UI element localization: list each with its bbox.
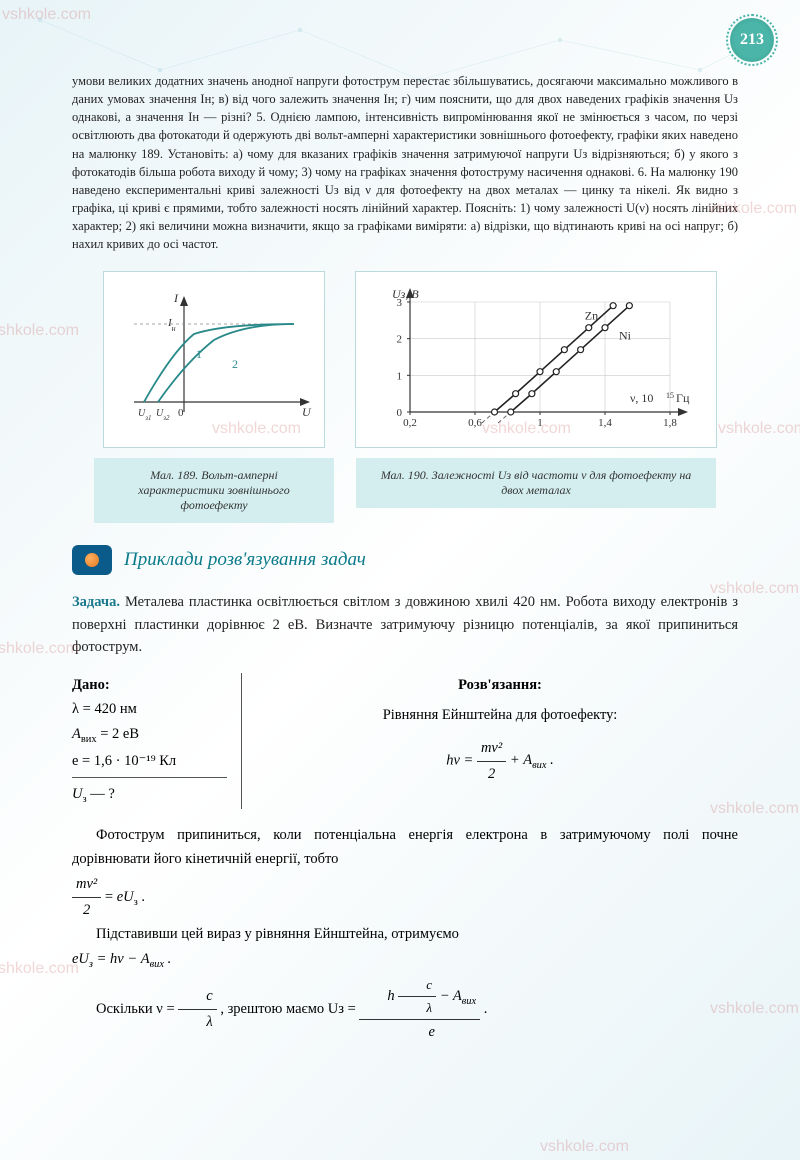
solution-title: Розв'язання: <box>262 673 738 698</box>
svg-text:0,6: 0,6 <box>468 417 482 429</box>
svg-text:1: 1 <box>397 371 403 383</box>
ke-equation: mv² 2 = eUз . <box>72 872 738 922</box>
intro-paragraph: умови великих додатних значень анодної н… <box>72 72 738 253</box>
axis-i-label: I <box>173 291 179 305</box>
svg-text:Zn: Zn <box>585 309 598 323</box>
solution-grid: Дано: λ = 420 нм Aвих = 2 еВ e = 1,6 · 1… <box>72 673 738 809</box>
figure-190-block: 01230,20,611,41,8Uз, Вν, 1015ГцZnNi Мал.… <box>356 271 716 523</box>
svg-text:1: 1 <box>537 417 543 429</box>
subst-formula: eUз = hν − Aвих . <box>72 947 738 974</box>
given-lambda: λ = 420 нм <box>72 697 227 722</box>
figure-189-chart: I U Iн 1 2 Uз1 Uз2 0 <box>103 271 325 448</box>
ke-fraction: mv² 2 <box>477 736 506 786</box>
subst-text: Підставивши цей вираз у рівняння Ейнштей… <box>72 922 738 947</box>
problem-label: Задача. <box>72 594 120 610</box>
einstein-intro: Рівняння Ейнштейна для фотоефекту: <box>262 703 738 728</box>
figure-189-caption: Мал. 189. Вольт-амперні характеристики з… <box>94 458 334 523</box>
watermark: vshkole.com <box>540 1138 629 1156</box>
given-title: Дано: <box>72 673 227 698</box>
given-column: Дано: λ = 420 нм Aвих = 2 еВ e = 1,6 · 1… <box>72 673 242 809</box>
given-charge: e = 1,6 · 10⁻¹⁹ Кл <box>72 749 227 774</box>
svg-text:15: 15 <box>666 391 674 400</box>
figure-190-chart: 01230,20,611,41,8Uз, Вν, 1015ГцZnNi <box>355 271 717 448</box>
problem-body: Металева пластинка освітлюється світлом … <box>72 594 738 655</box>
svg-text:Ni: Ni <box>619 329 632 343</box>
svg-text:1,8: 1,8 <box>663 417 677 429</box>
curve1-label: 1 <box>196 347 202 361</box>
given-work: Aвих = 2 еВ <box>72 722 227 749</box>
svg-text:2: 2 <box>397 334 403 346</box>
i-sat-label: Iн <box>167 317 176 333</box>
section-header: Приклади розв'язування задач <box>72 545 738 575</box>
fig190-text: Залежності Uз від частоти ν для фотоефек… <box>432 468 692 497</box>
svg-text:Гц: Гц <box>676 391 690 405</box>
uz2-label: Uз2 <box>156 408 170 422</box>
given-find: Uз — ? <box>72 782 227 809</box>
fig189-num: Мал. 189. <box>150 468 198 482</box>
figure-190-caption: Мал. 190. Залежності Uз від частоти ν дл… <box>356 458 716 508</box>
curve2-label: 2 <box>232 357 238 371</box>
section-title: Приклади розв'язування задач <box>124 549 366 571</box>
figures-row: I U Iн 1 2 Uз1 Uз2 0 Мал. 189. Вольт-амп… <box>72 271 738 523</box>
figure-189-block: I U Iн 1 2 Uз1 Uз2 0 Мал. 189. Вольт-амп… <box>94 271 334 523</box>
problem-statement: Задача. Металева пластинка освітлюється … <box>72 591 738 658</box>
fig190-num: Мал. 190. <box>381 468 429 482</box>
svg-text:0,2: 0,2 <box>403 417 417 429</box>
solution-column: Розв'язання: Рівняння Ейнштейна для фото… <box>262 673 738 809</box>
final-line: Оскільки ν = c λ , зрештою маємо Uз = h … <box>72 974 738 1045</box>
origin-label: 0 <box>178 407 184 419</box>
svg-text:ν, 10: ν, 10 <box>630 391 653 405</box>
stop-explain: Фотострум припиниться, коли потенціальна… <box>72 823 738 872</box>
page-content: умови великих додатних значень анодної н… <box>0 0 800 1075</box>
given-divider <box>72 777 227 778</box>
examples-icon <box>72 545 112 575</box>
axis-u-label: U <box>302 405 312 419</box>
einstein-formula: hν = mv² 2 + Aвих . <box>262 736 738 786</box>
svg-text:1,4: 1,4 <box>598 417 612 429</box>
svg-text:0: 0 <box>397 407 403 419</box>
uz1-label: Uз1 <box>138 408 151 422</box>
svg-text:Uз, В: Uз, В <box>392 287 419 301</box>
